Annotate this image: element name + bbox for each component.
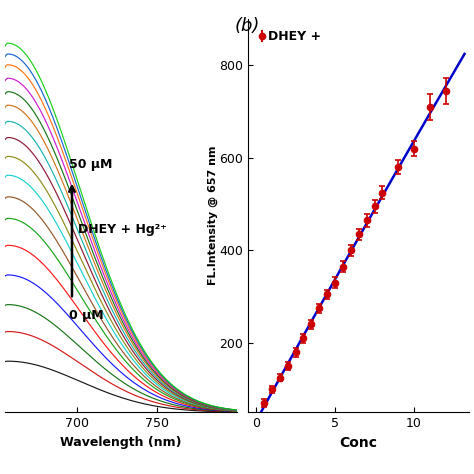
X-axis label: Conc: Conc (340, 436, 378, 450)
Text: DHEY + Hg²⁺: DHEY + Hg²⁺ (78, 223, 167, 236)
Legend: DHEY +: DHEY + (255, 25, 326, 48)
Text: (b): (b) (235, 17, 260, 35)
Text: 0 μM: 0 μM (69, 309, 103, 322)
Y-axis label: FL.Intensity @ 657 nm: FL.Intensity @ 657 nm (208, 146, 218, 285)
X-axis label: Wavelength (nm): Wavelength (nm) (60, 436, 182, 449)
Text: 50 μM: 50 μM (69, 158, 112, 171)
